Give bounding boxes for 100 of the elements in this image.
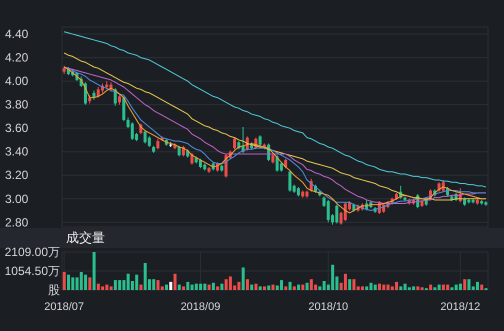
bar	[344, 274, 347, 290]
candlestick	[130, 122, 134, 140]
bar	[446, 284, 450, 290]
y-tick-label: 4.00	[5, 74, 29, 88]
bar	[118, 280, 122, 290]
bar	[101, 286, 104, 290]
bar	[105, 284, 108, 290]
bar	[254, 284, 258, 290]
bar	[352, 279, 356, 290]
candlestick	[326, 199, 330, 223]
candlestick	[258, 134, 262, 146]
bar	[262, 286, 266, 290]
candlestick	[96, 86, 100, 98]
bar	[224, 279, 228, 290]
bar	[237, 282, 240, 290]
bar	[310, 279, 313, 290]
bar	[369, 282, 372, 290]
bar	[208, 284, 211, 290]
y-tick-label: 3.40	[5, 144, 29, 159]
candlestick	[233, 137, 236, 150]
bar	[80, 272, 83, 290]
bar	[480, 284, 484, 290]
candlestick	[144, 130, 147, 144]
bar	[190, 284, 194, 290]
bar	[433, 287, 436, 290]
bar	[110, 286, 113, 290]
bar	[152, 279, 156, 290]
bar	[242, 267, 245, 290]
bar	[216, 286, 220, 290]
candlestick	[296, 186, 300, 197]
candlestick	[178, 145, 181, 157]
bar	[139, 284, 142, 290]
bar	[62, 272, 66, 290]
bar	[458, 284, 462, 290]
bar	[390, 286, 394, 290]
bar	[156, 280, 160, 290]
bar	[382, 284, 386, 290]
bar	[467, 279, 470, 290]
bar	[399, 286, 402, 290]
bar	[288, 282, 292, 290]
bar	[416, 286, 420, 290]
bar	[182, 286, 186, 290]
y-tick-label: 股	[48, 283, 60, 297]
bar	[67, 274, 70, 290]
candlestick	[190, 152, 194, 166]
chart-title: 成交量	[66, 230, 105, 245]
bar	[92, 252, 96, 290]
candlestick	[198, 158, 202, 169]
bar	[374, 284, 377, 290]
candlestick	[288, 170, 292, 192]
bar	[267, 285, 270, 290]
bar	[301, 284, 304, 290]
y-tick-label: 3.00	[5, 192, 29, 206]
bar	[144, 262, 147, 290]
x-tick-label: 2018/10	[308, 301, 348, 313]
bar	[220, 284, 224, 290]
bar	[135, 274, 138, 290]
bar	[272, 284, 275, 290]
bar	[126, 274, 130, 290]
bar	[71, 277, 74, 290]
bar	[463, 279, 466, 290]
bar	[476, 282, 479, 290]
bar	[165, 284, 168, 290]
y-tick-label: 1054.50万	[4, 264, 60, 278]
y-tick-label: 3.60	[5, 121, 29, 136]
bar	[297, 284, 300, 290]
bar	[348, 279, 352, 290]
y-tick-label: 4.40	[5, 27, 29, 42]
bar	[331, 264, 334, 290]
y-tick-label: 3.80	[5, 98, 29, 112]
candlestick	[148, 136, 151, 148]
bar	[280, 280, 284, 290]
bar	[322, 280, 326, 290]
bar	[96, 284, 100, 290]
bar	[386, 284, 390, 290]
candlestick	[344, 202, 347, 222]
bar	[84, 274, 88, 290]
bar	[412, 286, 416, 290]
bar	[360, 286, 364, 290]
bar	[378, 284, 382, 290]
bar	[306, 282, 309, 290]
bar	[212, 282, 215, 290]
bar	[174, 274, 177, 290]
candlestick	[276, 154, 279, 172]
candlestick	[122, 96, 126, 122]
candlestick	[156, 138, 160, 150]
bar	[194, 284, 198, 290]
bar	[395, 282, 398, 290]
bar	[88, 277, 92, 290]
bar	[246, 279, 249, 290]
y-tick-label: 3.20	[5, 168, 29, 182]
bar	[114, 280, 117, 290]
bar	[450, 287, 454, 290]
bar	[284, 286, 288, 290]
bar	[199, 284, 202, 290]
bar	[178, 284, 181, 290]
bar	[258, 286, 262, 290]
x-tick-label: 2018/07	[44, 301, 84, 313]
x-tick-label: 2018/12	[440, 301, 480, 313]
candlestick	[335, 204, 338, 224]
